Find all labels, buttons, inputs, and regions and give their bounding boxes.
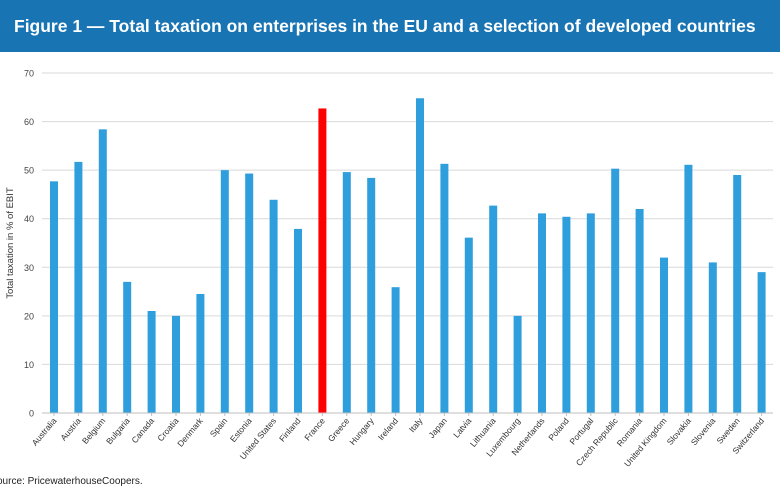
bar-spain <box>220 170 229 413</box>
y-tick-label: 0 <box>29 409 34 419</box>
y-tick-label: 70 <box>24 69 34 79</box>
bar-bulgaria <box>123 281 132 413</box>
bar-australia <box>50 181 58 413</box>
y-tick-label: 20 <box>24 311 34 321</box>
y-axis-label: Total taxation in % of EBIT <box>5 187 16 299</box>
bar-greece <box>342 172 351 413</box>
y-tick-label: 60 <box>24 117 34 127</box>
bar-slovakia <box>684 164 693 413</box>
bar-estonia <box>245 173 254 413</box>
bar-poland <box>562 216 571 413</box>
x-tick-label-france: France <box>302 416 327 443</box>
figure-title: Figure 1 — Total taxation on enterprises… <box>14 16 756 36</box>
bar-japan <box>440 163 449 413</box>
bar-austria <box>74 161 83 413</box>
y-tick-label: 40 <box>24 214 34 224</box>
bar-luxembourg <box>513 315 522 413</box>
bar-finland <box>294 228 302 413</box>
bar-canada <box>147 311 156 413</box>
x-tick-label-spain: Spain <box>208 416 230 439</box>
x-tick-label-denmark: Denmark <box>175 415 205 448</box>
bar-hungary <box>367 177 376 413</box>
bar-italy <box>416 98 424 413</box>
bar-sweden <box>733 175 742 413</box>
bar-united-kingdom <box>660 257 668 413</box>
source-note: ource: PricewaterhouseCoopers. <box>0 476 143 487</box>
bar-belgium <box>98 129 107 413</box>
gridlines <box>42 72 773 365</box>
bar-ireland <box>391 287 400 413</box>
y-tick-label: 50 <box>24 166 34 176</box>
x-tick-label-belgium: Belgium <box>80 416 107 446</box>
bar-slovenia <box>708 262 717 413</box>
bar-chart: Total taxation in % of EBIT 0 10 20 30 40 50 6… <box>5 69 773 469</box>
source-text: ource: PricewaterhouseCoopers. <box>0 476 143 487</box>
y-axis-ticks: 0 10 20 30 40 50 60 70 <box>24 69 34 419</box>
bar-netherlands <box>538 213 546 413</box>
x-tick-label-canada: Canada <box>129 416 156 445</box>
x-tick-label-ireland: Ireland <box>376 416 401 443</box>
bar-czech-republic <box>611 168 620 413</box>
bar-france <box>318 108 327 413</box>
x-tick-label-japan: Japan <box>426 416 449 440</box>
x-tick-label-hungary: Hungary <box>347 415 376 447</box>
bar-romania <box>635 209 644 413</box>
bar-croatia <box>172 315 180 413</box>
y-tick-label: 10 <box>24 360 34 370</box>
figure-title-banner: Figure 1 — Total taxation on enterprises… <box>0 0 780 52</box>
bars <box>50 98 766 413</box>
x-tick-label-slovenia: Slovenia <box>689 416 718 448</box>
bar-united-states <box>269 199 278 413</box>
x-tick-label-bulgaria: Bulgaria <box>104 416 132 447</box>
bar-latvia <box>464 237 473 413</box>
x-tick-label-finland: Finland <box>277 416 303 444</box>
x-tick-label-latvia: Latvia <box>451 416 473 440</box>
bar-denmark <box>196 294 205 413</box>
bar-switzerland <box>757 272 766 413</box>
x-tick-label-australia: Australia <box>30 416 59 448</box>
bar-portugal <box>586 213 595 413</box>
x-tick-label-italy: Italy <box>407 415 425 434</box>
bar-lithuania <box>489 205 498 413</box>
y-tick-label: 30 <box>24 263 34 273</box>
